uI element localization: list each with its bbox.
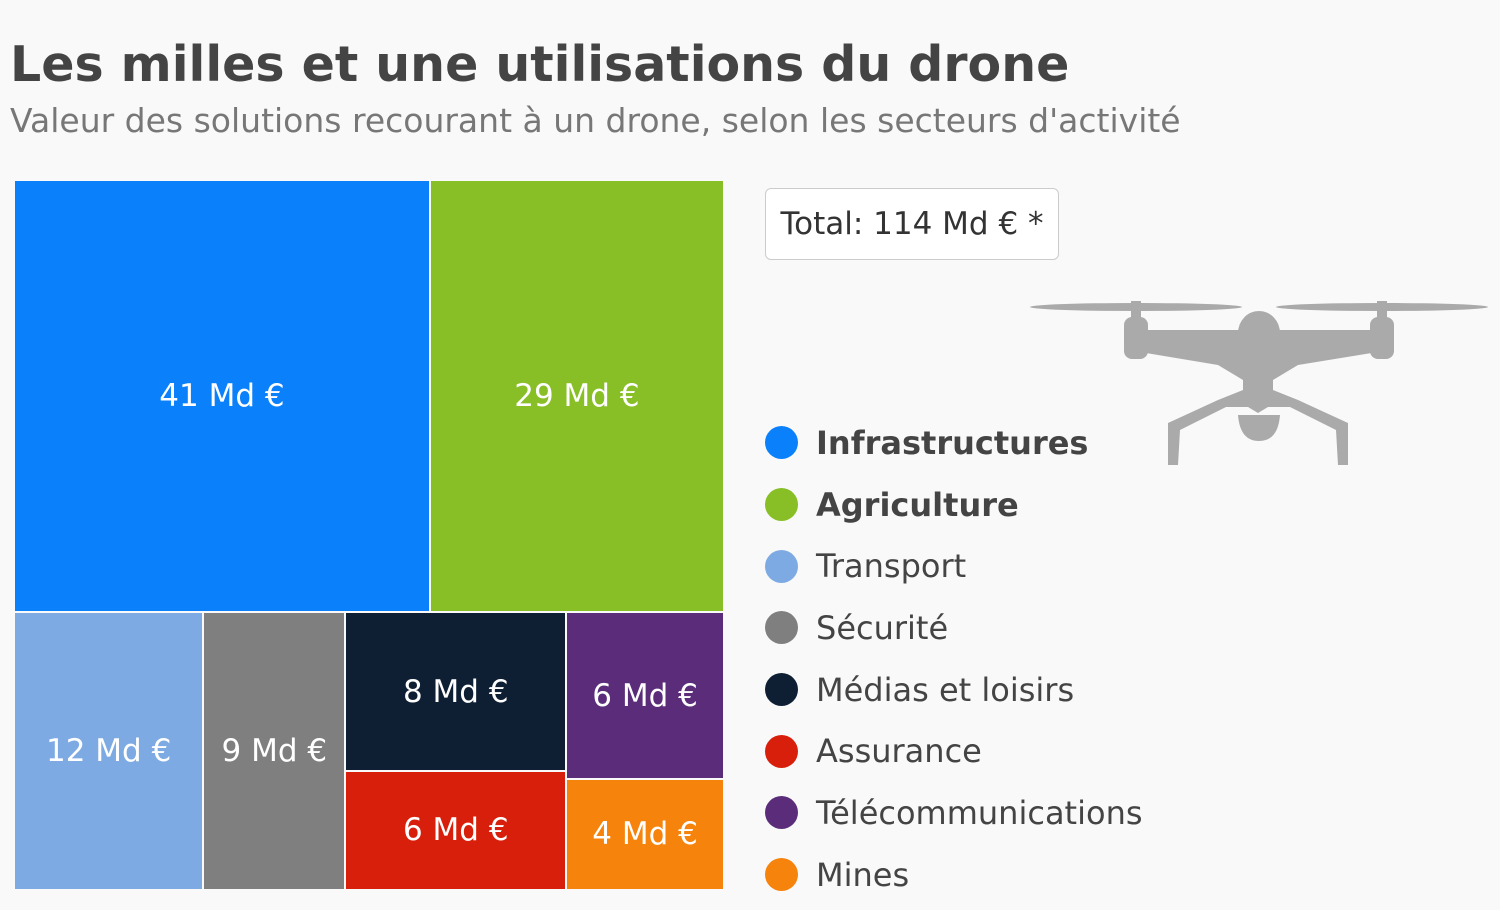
legend-label: Télécommunications — [816, 793, 1143, 832]
drone-icon — [1028, 295, 1490, 471]
treemap-cell-2: 29 Md € — [430, 181, 723, 612]
treemap-cell-label: 12 Md € — [46, 733, 172, 770]
legend-dot-icon — [765, 796, 798, 830]
total-badge: Total: 114 Md € * — [765, 188, 1059, 260]
legend-dot-icon — [765, 611, 798, 645]
legend-label: Infrastructures — [816, 423, 1089, 462]
treemap-cell-label: 6 Md € — [402, 812, 509, 849]
legend-item: Transport — [765, 535, 1143, 597]
treemap-cell-label: 6 Md € — [592, 677, 698, 714]
legend-item: Mines — [765, 844, 1143, 906]
legend-dot-icon — [765, 673, 798, 707]
treemap-cell-3: 12 Md € — [15, 613, 203, 889]
chart-title: Les milles et une utilisations du drone — [10, 36, 1070, 93]
legend-item: Agriculture — [765, 474, 1143, 536]
legend-item: Médias et loisirs — [765, 659, 1143, 721]
legend-dot-icon — [765, 488, 798, 522]
legend-dot-icon — [765, 549, 798, 583]
treemap-cell-7: 6 Md € — [567, 613, 723, 778]
legend-item: Assurance — [765, 720, 1143, 782]
legend-item: Sécurité — [765, 597, 1143, 659]
legend-dot-icon — [765, 858, 798, 892]
treemap: 41 Md € 29 Md € 12 Md € 9 Md € 8 Md € 6 Md € 6… — [15, 181, 725, 891]
treemap-cell-label: 4 Md € — [592, 816, 698, 853]
treemap-cell-6: 6 Md € — [346, 771, 566, 889]
legend-label: Transport — [816, 547, 967, 586]
chart-subtitle: Valeur des solutions recourant à un dron… — [10, 101, 1181, 140]
legend-dot-icon — [765, 426, 798, 460]
treemap-cell-4: 9 Md € — [204, 613, 345, 889]
legend-label: Agriculture — [816, 485, 1019, 524]
legend-label: Sécurité — [816, 608, 949, 647]
treemap-cell-1: 41 Md € — [15, 181, 429, 612]
legend-label: Médias et loisirs — [816, 670, 1075, 709]
legend-dot-icon — [765, 734, 798, 768]
treemap-cell-8: 4 Md € — [567, 779, 723, 889]
treemap-cell-5: 8 Md € — [346, 613, 566, 770]
treemap-cell-label: 41 Md € — [159, 378, 285, 415]
legend-item: Télécommunications — [765, 782, 1143, 844]
legend-item: Infrastructures — [765, 412, 1143, 474]
treemap-cell-label: 29 Md € — [514, 378, 640, 415]
treemap-cell-label: 8 Md € — [402, 673, 509, 710]
treemap-cell-label: 9 Md € — [221, 733, 328, 770]
legend-label: Assurance — [816, 732, 982, 771]
legend-label: Mines — [816, 855, 910, 894]
legend: Infrastructures Agriculture Transport Sécur… — [765, 412, 1143, 906]
